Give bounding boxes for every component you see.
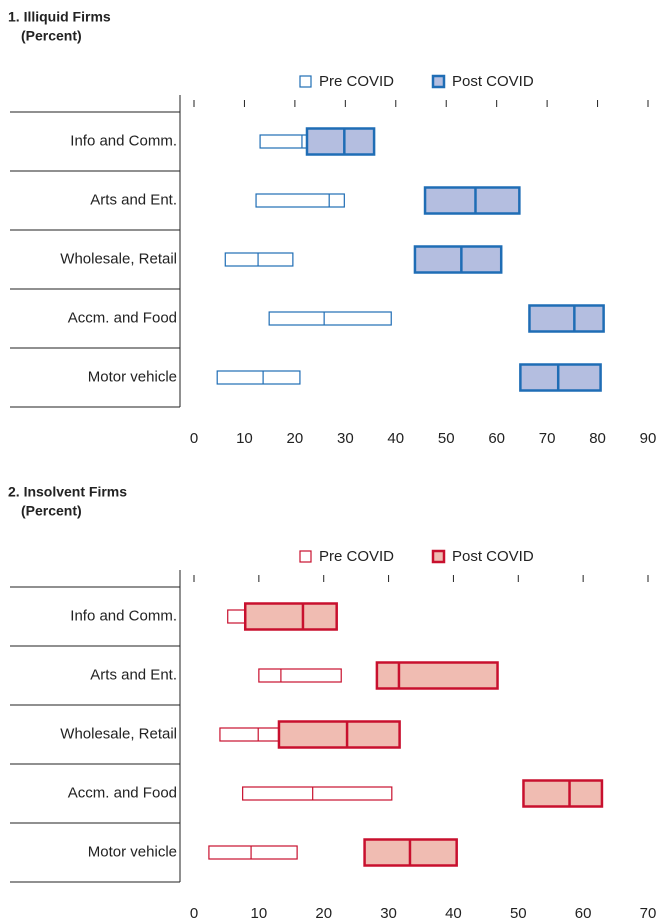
range-box (208, 845, 298, 860)
legend-swatch (431, 549, 446, 564)
range-box (258, 668, 342, 683)
x-tick-label: 70 (539, 430, 556, 447)
x-tick-label: 30 (380, 905, 397, 918)
category-label: Info and Comm. (70, 132, 177, 149)
x-tick-label: 50 (510, 905, 527, 918)
range-box (305, 127, 376, 156)
legend-swatch (299, 75, 312, 88)
range-box (243, 602, 338, 631)
category-label: Wholesale, Retail (60, 250, 177, 267)
range-box (375, 661, 499, 690)
range-box (268, 311, 392, 326)
x-tick-label: 50 (438, 430, 455, 447)
range-box (519, 363, 602, 392)
chart-subtitle: (Percent) (21, 503, 82, 519)
x-tick-label: 30 (337, 430, 354, 447)
category-label: Motor vehicle (88, 843, 177, 860)
range-box (242, 786, 393, 801)
x-tick-label: 40 (387, 430, 404, 447)
category-label: Arts and Ent. (90, 666, 177, 683)
range-box (277, 720, 401, 749)
legend-label: Pre COVID (319, 548, 394, 565)
legend-swatch (431, 74, 446, 89)
x-tick-label: 40 (445, 905, 462, 918)
range-box (224, 252, 294, 267)
x-tick-label: 10 (236, 430, 253, 447)
x-tick-label: 90 (640, 430, 657, 447)
category-label: Accm. and Food (68, 784, 177, 801)
range-box (528, 304, 605, 333)
category-label: Accm. and Food (68, 309, 177, 326)
chart-title: 2. Insolvent Firms (8, 484, 127, 500)
legend-swatch (299, 550, 312, 563)
legend-label: Pre COVID (319, 73, 394, 90)
range-box (216, 370, 301, 385)
x-tick-label: 80 (589, 430, 606, 447)
category-label: Motor vehicle (88, 368, 177, 385)
x-tick-label: 20 (315, 905, 332, 918)
x-tick-label: 60 (575, 905, 592, 918)
category-label: Info and Comm. (70, 607, 177, 624)
legend-label: Post COVID (452, 548, 534, 565)
category-label: Arts and Ent. (90, 191, 177, 208)
x-tick-label: 10 (251, 905, 268, 918)
x-tick-label: 70 (640, 905, 657, 918)
x-tick-label: 0 (190, 430, 198, 447)
chart-subtitle: (Percent) (21, 28, 82, 44)
range-box (423, 186, 521, 215)
x-tick-label: 60 (488, 430, 505, 447)
chart-title: 1. Illiquid Firms (8, 9, 111, 25)
category-label: Wholesale, Retail (60, 725, 177, 742)
range-box (255, 193, 345, 208)
legend-label: Post COVID (452, 73, 534, 90)
range-box (413, 245, 503, 274)
range-box (522, 779, 604, 808)
x-tick-label: 20 (287, 430, 304, 447)
x-tick-label: 0 (190, 905, 198, 918)
